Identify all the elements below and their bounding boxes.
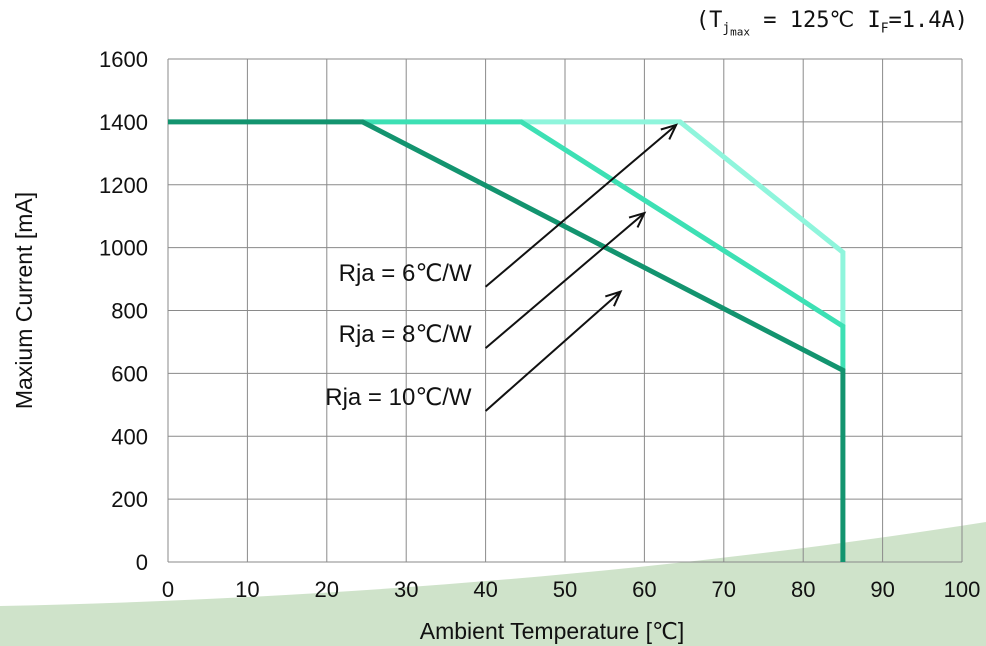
annotation-arrowhead bbox=[628, 211, 647, 228]
series-line bbox=[168, 119, 846, 562]
annotation-arrowhead bbox=[660, 123, 679, 140]
x-tick-label: 70 bbox=[712, 577, 736, 602]
x-tick-label: 30 bbox=[394, 577, 418, 602]
y-tick-label: 1600 bbox=[99, 47, 148, 72]
background-swoosh bbox=[0, 522, 986, 646]
y-tick-label: 200 bbox=[111, 487, 148, 512]
x-axis-label: Ambient Temperature [℃] bbox=[420, 618, 684, 644]
x-tick-label: 100 bbox=[944, 577, 981, 602]
y-tick-label: 1200 bbox=[99, 173, 148, 198]
series-line bbox=[362, 119, 846, 371]
x-tick-label: 40 bbox=[473, 577, 497, 602]
series-line bbox=[521, 119, 846, 327]
annotation-label: Rja = 6℃/W bbox=[339, 260, 472, 287]
y-tick-label: 1400 bbox=[99, 110, 148, 135]
annotation-label: Rja = 8℃/W bbox=[339, 321, 472, 348]
x-tick-label: 90 bbox=[870, 577, 894, 602]
y-tick-label: 0 bbox=[136, 550, 148, 575]
y-axis-label: Maxium Current [mA] bbox=[11, 192, 37, 409]
test-condition-label: (Tjmax = 125℃ IF=1.4A) bbox=[695, 8, 968, 39]
x-tick-label: 80 bbox=[791, 577, 815, 602]
x-tick-label: 0 bbox=[162, 577, 174, 602]
annotation-arrow bbox=[484, 290, 622, 412]
y-tick-label: 400 bbox=[111, 424, 148, 449]
x-tick-label: 20 bbox=[315, 577, 339, 602]
x-tick-label: 10 bbox=[235, 577, 259, 602]
y-tick-label: 1000 bbox=[99, 236, 148, 261]
y-tick-label: 800 bbox=[111, 299, 148, 324]
y-tick-label: 600 bbox=[111, 361, 148, 386]
annotation-arrowhead bbox=[605, 290, 623, 307]
annotation-label: Rja = 10℃/W bbox=[325, 384, 472, 411]
annotation-arrow bbox=[484, 212, 646, 349]
x-tick-label: 50 bbox=[553, 577, 577, 602]
x-tick-label: 60 bbox=[632, 577, 656, 602]
annotation-arrow bbox=[484, 124, 677, 288]
